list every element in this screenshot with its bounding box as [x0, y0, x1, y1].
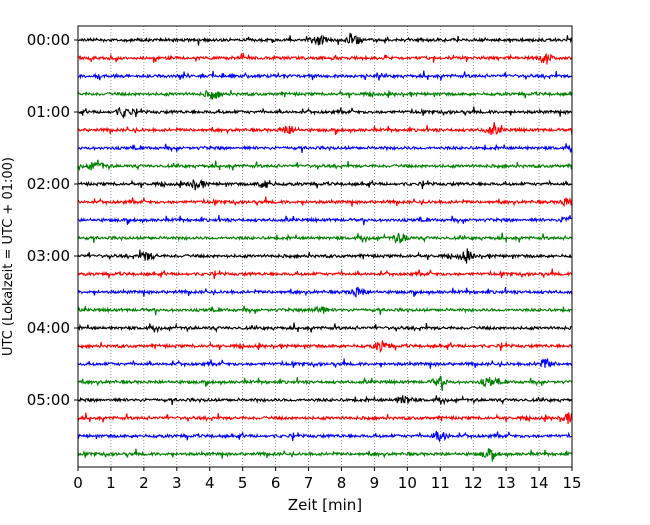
- x-tick-label: 15: [562, 474, 581, 492]
- x-tick-label: 7: [304, 474, 314, 492]
- trace-line: [77, 447, 573, 462]
- y-tick-label: 03:00: [27, 247, 70, 265]
- trace-line: [77, 196, 573, 207]
- x-tick-label: 14: [530, 474, 549, 492]
- x-tick-label: 6: [271, 474, 281, 492]
- x-tick-label: 3: [172, 474, 182, 492]
- trace-line: [77, 122, 573, 136]
- trace-line: [77, 305, 573, 316]
- trace-line: [77, 248, 573, 264]
- x-tick-label: 5: [238, 474, 248, 492]
- y-tick-label: 01:00: [27, 103, 70, 121]
- x-axis-label: Zeit [min]: [288, 496, 362, 514]
- trace-line: [77, 215, 573, 226]
- trace-line: [77, 159, 573, 172]
- trace-line: [77, 143, 573, 154]
- x-tick-label: 10: [398, 474, 417, 492]
- x-tick-label: 8: [337, 474, 347, 492]
- y-tick-label: 02:00: [27, 175, 70, 193]
- trace-line: [77, 70, 573, 81]
- trace-line: [77, 178, 573, 191]
- trace-line: [77, 106, 573, 119]
- x-tick-label: 0: [73, 474, 83, 492]
- seismic-traces: [77, 32, 573, 462]
- x-tick-label: 2: [139, 474, 149, 492]
- trace-line: [77, 394, 573, 406]
- trace-line: [77, 32, 573, 46]
- trace-line: [77, 412, 573, 424]
- trace-line: [77, 268, 573, 280]
- x-axis-ticks: 0 1 2 3 4 5 6 7 8 9 10 11 12 13 14 15: [73, 467, 582, 492]
- x-tick-label: 4: [205, 474, 215, 492]
- y-axis-label: UTC (Lokalzeit = UTC + 01:00): [1, 157, 16, 356]
- trace-line: [77, 339, 573, 354]
- y-tick-label: 00:00: [27, 31, 70, 49]
- x-tick-label: 11: [431, 474, 450, 492]
- trace-line: [77, 286, 573, 298]
- y-tick-label: 05:00: [27, 391, 70, 409]
- y-axis-ticks: 00:00 01:00 02:00 03:00 04:00 05:00: [27, 31, 78, 409]
- trace-line: [77, 232, 573, 244]
- x-tick-label: 12: [464, 474, 483, 492]
- trace-line: [77, 430, 573, 443]
- trace-line: [77, 322, 573, 334]
- x-tick-label: 13: [497, 474, 516, 492]
- x-tick-label: 1: [106, 474, 116, 492]
- trace-line: [77, 52, 573, 65]
- x-tick-label: 9: [370, 474, 380, 492]
- y-tick-label: 04:00: [27, 319, 70, 337]
- plot-frame: [77, 25, 573, 468]
- trace-line: [77, 89, 573, 100]
- trace-line: [77, 357, 573, 369]
- trace-line: [77, 375, 573, 391]
